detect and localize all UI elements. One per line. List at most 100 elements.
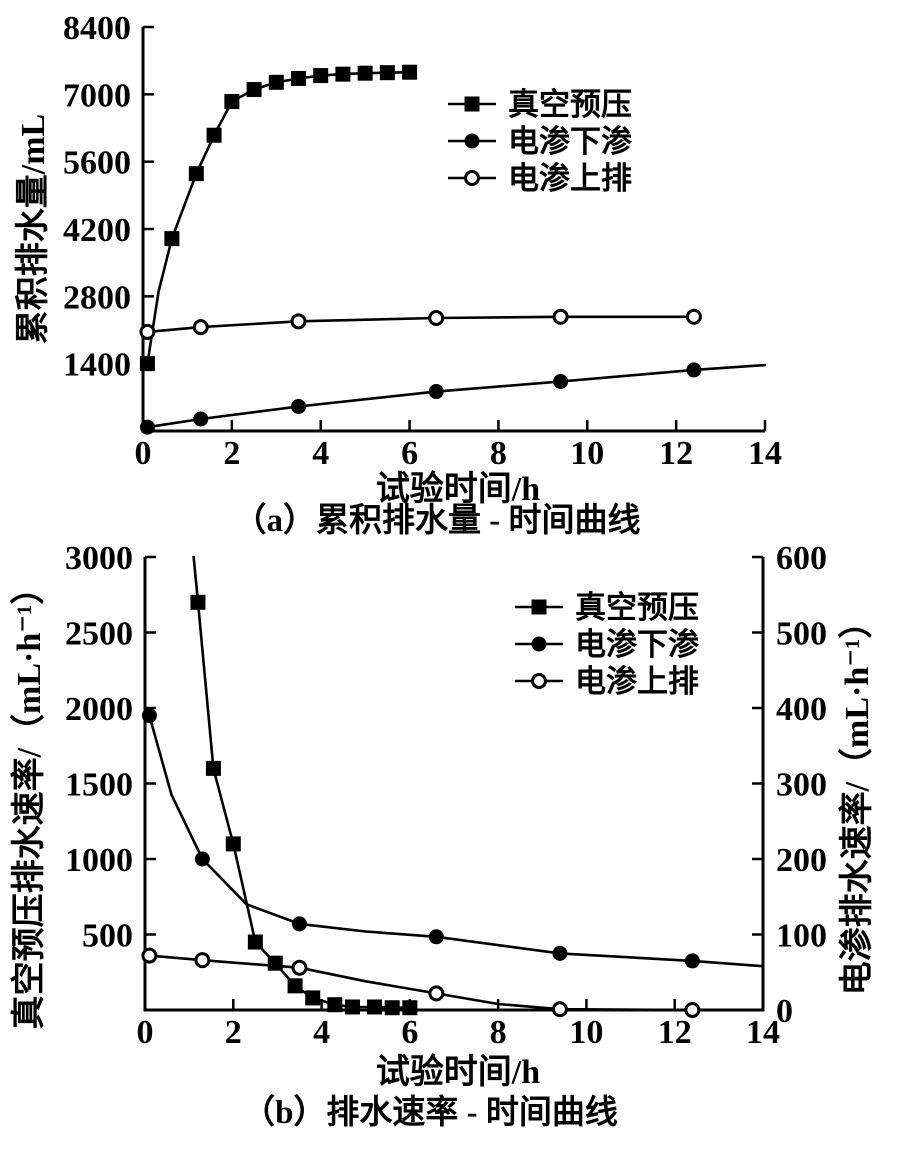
series-marker-0 — [344, 999, 360, 1015]
legend-label: 真空预压 — [508, 87, 632, 122]
series-line-1 — [146, 363, 767, 429]
right-y-tick-label: 400 — [776, 691, 827, 728]
x-tick-label: 6 — [401, 435, 418, 472]
series-marker-0 — [190, 594, 206, 610]
y-tick-label: 1500 — [65, 767, 133, 804]
series-marker-0 — [224, 94, 240, 110]
chart-b-x-axis-title: 试验时间/h — [375, 1054, 541, 1091]
series-marker-0 — [139, 356, 155, 372]
x-tick-label: 2 — [225, 1014, 242, 1051]
series-line-1 — [148, 714, 765, 968]
x-tick-label: 4 — [312, 435, 329, 472]
y-tick-label: 3000 — [65, 540, 133, 577]
series-marker-0 — [206, 127, 222, 143]
series-marker-2 — [139, 323, 156, 340]
legend-label: 电渗下渗 — [575, 627, 700, 662]
legend-label: 电渗上排 — [508, 161, 632, 196]
y-tick-label: 5600 — [63, 145, 131, 182]
y-tick-label: 2000 — [65, 691, 133, 728]
chart-a-caption: （a）累积排水量 - 时间曲线 — [233, 503, 641, 539]
chart-b-left-y-axis-title: 真空预压排水速率/（mL·h⁻¹） — [11, 570, 48, 1030]
series-marker-0 — [305, 990, 321, 1006]
series-marker-1 — [428, 929, 444, 945]
series-marker-2 — [685, 308, 702, 325]
y-tick-label: 500 — [82, 918, 133, 955]
series-marker-1 — [553, 373, 569, 389]
series-marker-0 — [402, 64, 418, 80]
series-marker-1 — [139, 419, 155, 435]
series-marker-1 — [686, 362, 702, 378]
x-tick-label: 0 — [137, 1014, 154, 1051]
x-tick-label: 6 — [401, 1014, 418, 1051]
right-y-tick-label: 100 — [776, 918, 827, 955]
series-marker-0 — [188, 166, 204, 182]
right-y-tick-label: 200 — [776, 842, 827, 879]
series-marker-2 — [428, 309, 445, 326]
legend-marker-open-circle — [531, 673, 547, 689]
series-marker-2 — [552, 308, 569, 325]
series-marker-0 — [246, 82, 262, 98]
series-marker-0 — [291, 70, 306, 86]
series-marker-2 — [551, 1001, 568, 1018]
x-tick-label: 2 — [223, 435, 240, 472]
series-marker-0 — [225, 836, 241, 852]
series-marker-0 — [205, 760, 221, 776]
series-marker-1 — [291, 398, 306, 414]
y-tick-label: 1000 — [65, 842, 133, 879]
series-marker-1 — [194, 851, 210, 867]
x-tick-label: 14 — [748, 435, 782, 472]
legend-marker-open-circle — [464, 170, 480, 186]
series-marker-0 — [267, 955, 283, 971]
x-tick-label: 4 — [313, 1014, 330, 1051]
series-marker-1 — [141, 708, 157, 724]
x-tick-label: 12 — [658, 1014, 692, 1051]
right-y-tick-label: 500 — [776, 616, 827, 653]
x-tick-label: 8 — [490, 1014, 507, 1051]
series-marker-2 — [192, 319, 209, 336]
y-tick-label: 4200 — [63, 212, 131, 249]
chart-a-y-axis-title: 累积排水量/mL — [15, 113, 52, 345]
legend-marker-filled-circle — [531, 636, 547, 652]
series-marker-1 — [684, 953, 700, 969]
series-marker-0 — [247, 934, 263, 950]
series-marker-2 — [428, 985, 445, 1002]
series-marker-2 — [291, 959, 308, 976]
legend-label: 真空预压 — [575, 590, 699, 625]
series-marker-1 — [292, 916, 307, 932]
series-marker-2 — [194, 952, 211, 969]
series-marker-0 — [402, 1000, 418, 1016]
x-tick-label: 12 — [659, 435, 693, 472]
series-line-0 — [192, 556, 412, 1009]
x-tick-label: 10 — [569, 1014, 603, 1051]
x-tick-label: 10 — [570, 435, 604, 472]
x-tick-label: 14 — [746, 1014, 780, 1051]
series-marker-0 — [357, 65, 373, 81]
series-marker-0 — [384, 1000, 400, 1016]
axis-frame — [141, 27, 765, 433]
legend-marker-filled-square — [464, 96, 480, 112]
right-y-tick-label: 600 — [776, 540, 827, 577]
chart-b-caption: （b）排水速率 - 时间曲线 — [242, 1095, 618, 1131]
y-tick-label: 7000 — [63, 77, 131, 114]
series-marker-1 — [428, 384, 444, 400]
chart-b-canvas: 0 2 4 6 8 10 12 14 500 1000 1500 2000 2500 3000 0 100 20… — [65, 540, 827, 1051]
series-marker-2 — [141, 947, 158, 964]
series-marker-0 — [379, 65, 395, 81]
series-marker-0 — [268, 74, 284, 90]
x-tick-label: 0 — [135, 435, 152, 472]
series-marker-0 — [367, 999, 383, 1015]
y-tick-label: 2500 — [65, 616, 133, 653]
legend-label: 电渗上排 — [575, 664, 699, 699]
y-tick-label: 1400 — [63, 347, 131, 384]
chart-b-right-y-axis-title: 电渗排水速率/（mL·h⁻¹） — [839, 604, 876, 996]
series-marker-2 — [290, 313, 307, 330]
series-line-2 — [148, 954, 694, 1012]
series-marker-0 — [335, 66, 351, 82]
legend-label: 电渗下渗 — [508, 124, 633, 159]
series-marker-0 — [313, 68, 329, 84]
chart-a-canvas: 0 2 4 6 8 10 12 14 1400 2800 4200 5600 7000 8400 真空预压电… — [63, 10, 782, 472]
series-marker-0 — [164, 231, 180, 247]
right-y-tick-label: 300 — [776, 767, 827, 804]
series-marker-2 — [684, 1002, 701, 1018]
